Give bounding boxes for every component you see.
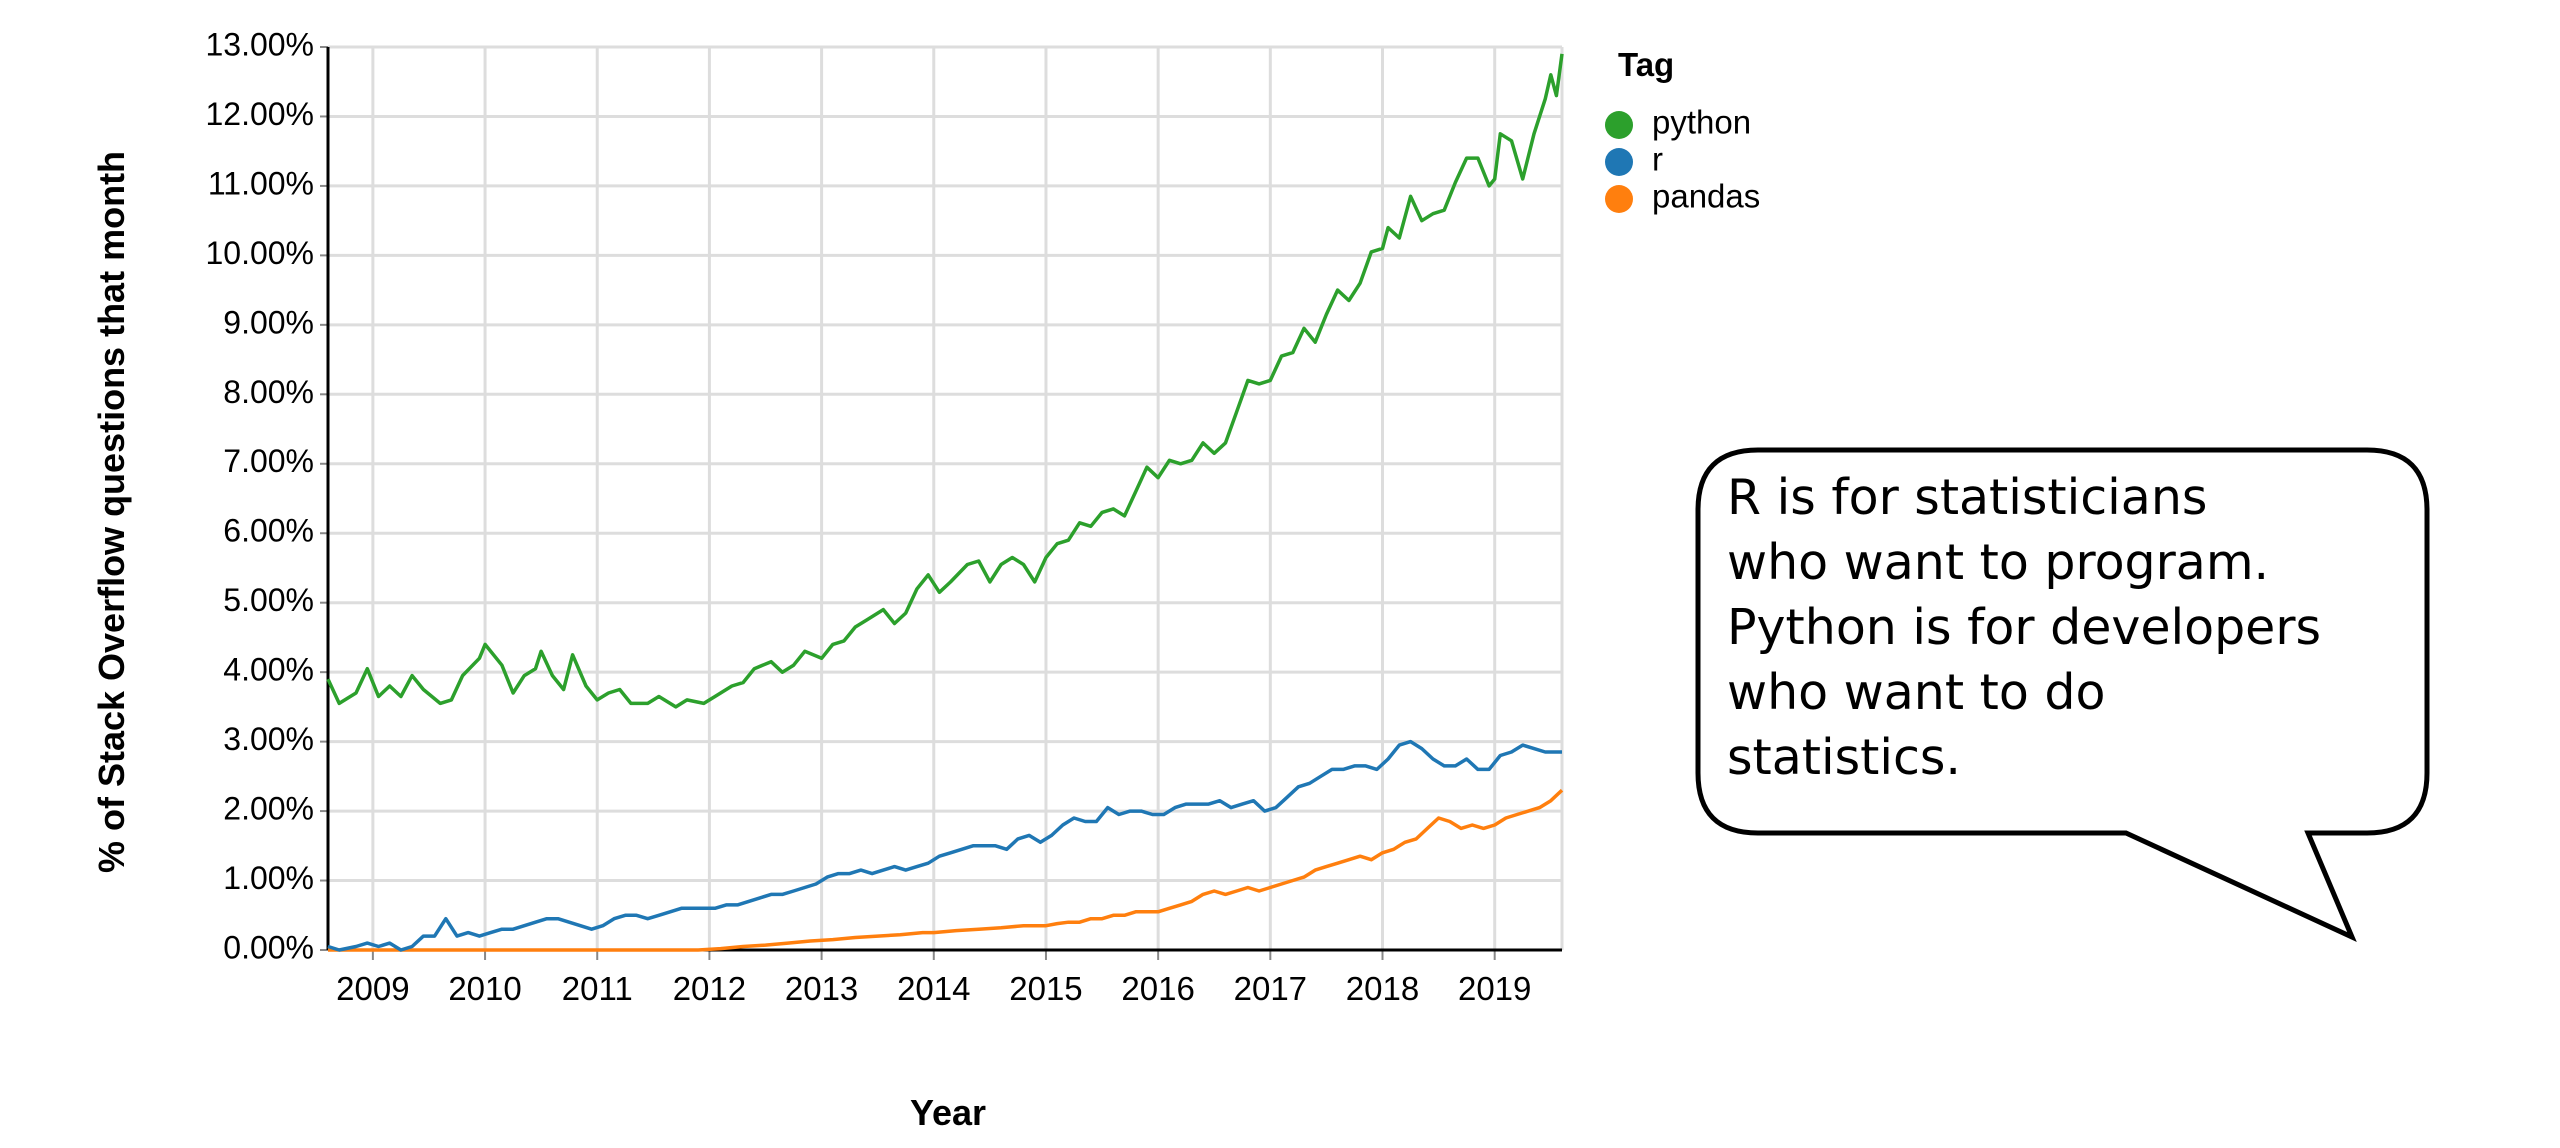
x-tick-label: 2017 [1234,970,1307,1007]
axes: 0.00% 1.00% 2.00% 3.00% 4.00% 5.00% 6.00% 7.00%… [205,26,1562,1007]
y-tick-label: 0.00% [223,929,314,965]
x-axis-title: Year [910,1092,986,1133]
y-tick-label: 6.00% [223,513,314,549]
y-tick-label: 5.00% [223,582,314,618]
x-tick-label: 2011 [562,970,633,1007]
series-line-python [326,53,1564,709]
y-tick-label: 7.00% [223,443,314,479]
x-tick-label: 2010 [448,970,521,1007]
y-tick-label: 10.00% [205,235,314,271]
y-tick-label: 12.00% [205,96,314,132]
series-lines [326,53,1564,952]
y-tick-label: 4.00% [223,652,314,688]
legend-label-python: python [1652,104,1751,141]
legend-label-r: r [1652,141,1663,178]
legend-swatch-pandas [1605,185,1633,213]
speech-bubble [1695,447,2430,942]
legend-title: Tag [1618,46,1674,83]
legend-swatch-python [1605,111,1633,139]
y-tick-label: 11.00% [208,165,314,201]
callout-text: R is for statisticians who want to progr… [1727,469,2322,786]
x-tick-label: 2018 [1346,970,1419,1007]
x-tick-label: 2012 [673,970,746,1007]
grid-lines [328,45,1564,952]
x-tick-label: 2013 [785,970,858,1007]
y-tick-label: 3.00% [223,721,314,757]
y-tick-label: 1.00% [223,860,314,896]
legend-label-pandas: pandas [1652,178,1760,215]
y-tick-label: 13.00% [205,26,314,62]
x-tick-label: 2009 [336,970,409,1007]
series-line-r [327,739,1562,952]
x-tick-label: 2016 [1121,970,1194,1007]
series-line-pandas [328,788,1564,952]
x-tick-label: 2019 [1458,970,1531,1007]
legend-swatch-r [1605,148,1633,176]
y-tick-label: 9.00% [223,304,314,340]
x-tick-label: 2014 [897,970,970,1007]
y-axis-title: % of Stack Overflow questions that month [91,151,132,873]
y-tick-label: 2.00% [223,791,314,827]
y-tick-label: 8.00% [223,374,314,410]
x-tick-label: 2015 [1009,970,1082,1007]
